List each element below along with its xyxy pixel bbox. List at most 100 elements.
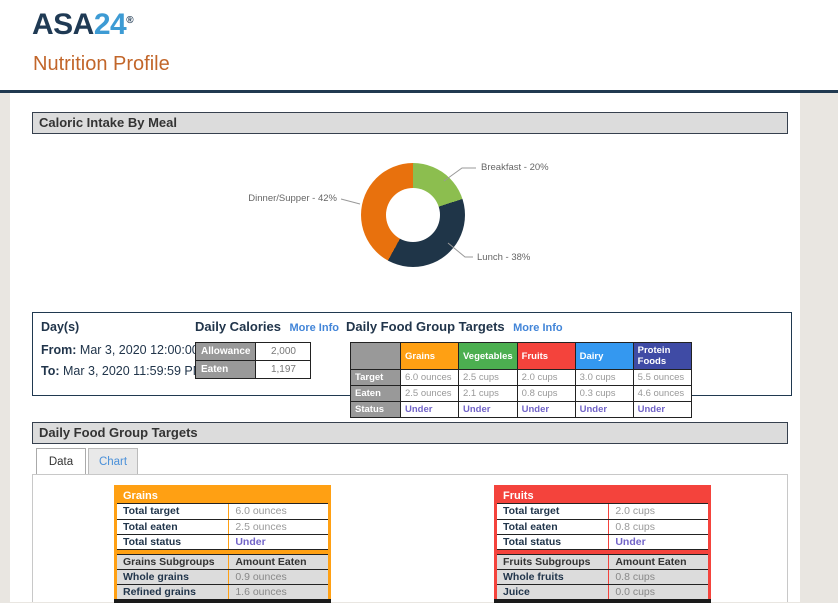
donut-label-lunch: Lunch - 38% [477,252,531,263]
column-header-vegetables: Vegetables [458,342,518,370]
date-from-label: From: [41,343,77,357]
total-status-value: Under [608,534,708,550]
table-row: Total status Under [497,534,708,550]
total-eaten-value: 0.8 cups [608,519,708,535]
eaten-row: Eaten 2.5 ounces 2.1 cups 0.8 cups 0.3 c… [350,385,692,402]
eaten-label: Eaten [194,360,257,379]
app-header: ASA24® Nutrition Profile [0,0,838,90]
total-status-value: Under [228,534,328,550]
tab-data[interactable]: Data [36,448,86,474]
daily-calories-table: Allowance 2,000 Eaten 1,197 [194,342,312,379]
table-header-row: Grains Vegetables Fruits Dairy Protein F… [350,342,692,370]
column-header-fruits: Fruits [516,342,576,370]
juice-value: 0.0 cups [608,584,708,599]
column-header-dairy: Dairy [574,342,634,370]
column-header-protein-foods: Protein Foods [632,342,692,370]
status-row-label: Status [350,401,401,418]
total-target-label: Total target [117,504,229,520]
allowance-value: 2,000 [255,342,312,361]
table-row: Eaten 1,197 [194,360,312,379]
grains-table-title: Grains [117,488,328,504]
whole-grains-value: 0.9 ounces [228,569,328,585]
target-vegetables: 2.5 cups [458,369,518,386]
eaten-dairy: 0.3 cups [574,385,634,402]
table-row: Refined grains 1.6 ounces [117,584,328,599]
logo-text-24: 24 [93,8,127,41]
total-target-value: 6.0 ounces [228,504,328,520]
donut-hole [386,188,440,242]
daily-summary-box: Day(s) From: Mar 3, 2020 12:00:00 AM To:… [32,312,792,418]
logo-text-asa: ASA [32,8,94,41]
target-row: Target 6.0 ounces 2.5 cups 2.0 cups 3.0 … [350,369,692,386]
table-row: Juice 0.0 cups [497,584,708,599]
status-vegetables: Under [458,401,518,418]
status-protein-foods: Under [632,401,692,418]
target-grains: 6.0 ounces [400,369,459,386]
subgroup-header-row: Grains Subgroups Amount Eaten [117,554,328,570]
separator-row [117,549,328,555]
total-status-label: Total status [117,534,229,550]
eaten-protein-foods: 4.6 ounces [632,385,692,402]
table-row: Total eaten 0.8 cups [497,519,708,535]
status-dairy: Under [574,401,634,418]
status-fruits: Under [516,401,576,418]
daily-calories-more-info-link[interactable]: More Info [289,322,339,334]
date-to-value: Mar 3, 2020 11:59:59 PM [63,364,204,378]
whole-grains-label: Whole grains [117,569,229,585]
total-eaten-value: 2.5 ounces [228,519,328,535]
table-row: Allowance 2,000 [194,342,312,361]
section-header-caloric-intake: Caloric Intake By Meal [32,112,788,134]
header-divider [0,90,838,93]
fruits-table-title: Fruits [497,488,708,504]
food-group-targets-more-info-link[interactable]: More Info [513,322,563,334]
target-fruits: 2.0 cups [516,369,576,386]
page-title: Nutrition Profile [33,53,170,75]
target-row-label: Target [350,369,401,386]
status-row: Status Under Under Under Under Under [350,401,692,418]
date-to: To: Mar 3, 2020 11:59:59 PM [41,364,220,378]
food-group-targets-column: Daily Food Group Targets More Info Grain… [346,318,692,418]
total-target-label: Total target [497,504,609,520]
daily-calories-title: Daily Calories [195,319,281,334]
allowance-label: Allowance [194,342,257,361]
asa24-logo: ASA24® [32,8,134,42]
target-dairy: 3.0 cups [574,369,634,386]
eaten-row-label: Eaten [350,385,401,402]
eaten-grains: 2.5 ounces [400,385,459,402]
donut-label-breakfast: Breakfast - 20% [481,162,549,173]
eaten-fruits: 0.8 cups [516,385,576,402]
table-row: Whole grains 0.9 ounces [117,569,328,585]
fruits-detail-table: Fruits Total target 2.0 cups Total eaten… [494,485,711,602]
total-status-label: Total status [497,534,609,550]
next-table-partial-left [114,599,331,603]
grains-detail-table: Grains Total target 6.0 ounces Total eat… [114,485,331,602]
donut-label-dinner: Dinner/Supper - 42% [248,193,337,204]
food-group-targets-title: Daily Food Group Targets [346,319,505,334]
amount-eaten-label: Amount Eaten [608,554,708,570]
days-title: Day(s) [41,320,80,334]
whole-fruits-label: Whole fruits [497,569,609,585]
corner-cell [350,342,401,370]
juice-label: Juice [497,584,609,599]
subgroups-label: Fruits Subgroups [497,554,609,570]
subgroup-header-row: Fruits Subgroups Amount Eaten [497,554,708,570]
subgroups-label: Grains Subgroups [117,554,229,570]
eaten-vegetables: 2.1 cups [458,385,518,402]
tab-chart[interactable]: Chart [88,448,138,474]
total-target-value: 2.0 cups [608,504,708,520]
whole-fruits-value: 0.8 cups [608,569,708,585]
date-from: From: Mar 3, 2020 12:00:00 AM [41,343,220,357]
food-group-targets-table: Grains Vegetables Fruits Dairy Protein F… [350,342,692,418]
refined-grains-value: 1.6 ounces [228,584,328,599]
refined-grains-label: Refined grains [117,584,229,599]
date-from-value: Mar 3, 2020 12:00:00 AM [79,343,221,357]
target-protein-foods: 5.5 ounces [632,369,692,386]
separator-row [497,549,708,555]
table-row: Whole fruits 0.8 cups [497,569,708,585]
total-eaten-label: Total eaten [497,519,609,535]
data-tab-panel: Grains Total target 6.0 ounces Total eat… [32,474,788,603]
table-row: Total target 2.0 cups [497,504,708,520]
total-eaten-label: Total eaten [117,519,229,535]
daily-calories-column: Daily Calories More Info Allowance 2,000… [194,318,339,379]
caloric-intake-donut-chart [361,163,465,267]
